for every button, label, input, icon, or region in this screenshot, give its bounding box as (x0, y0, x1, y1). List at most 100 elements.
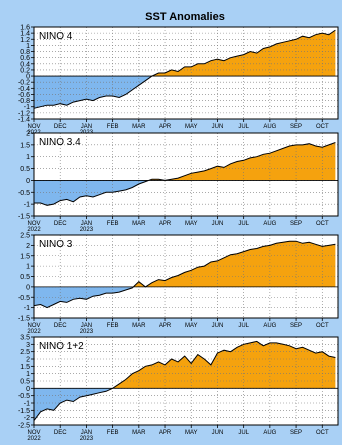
x-tick-label: FEB (107, 430, 119, 436)
negative-anomaly-area (34, 286, 336, 308)
positive-anomaly-area (148, 142, 336, 181)
x-tick-label: FEB (107, 124, 119, 130)
x-tick-year-label: 2022 (27, 436, 41, 442)
anomaly-line (33, 240, 336, 309)
x-tick-label: DEC (54, 323, 67, 329)
anomaly-line (34, 142, 336, 206)
y-tick-label: -1.5 (18, 316, 30, 323)
x-tick-label: JAN (81, 221, 92, 227)
x-tick-label: JUL (238, 124, 249, 130)
x-tick-label: SEP (290, 124, 302, 130)
negative-anomaly-area (34, 388, 113, 421)
x-tick-label: AUG (263, 323, 276, 329)
x-tick-label: JUN (212, 323, 224, 329)
x-tick-label: APR (159, 430, 172, 436)
x-tick-label: SEP (290, 323, 302, 329)
x-tick-label: NOV (27, 430, 40, 436)
y-tick-label: 0.4 (20, 61, 30, 68)
y-tick-label: 0 (26, 386, 30, 393)
negative-anomaly-area (34, 76, 336, 109)
x-tick-label: JUL (238, 430, 249, 436)
y-tick-label: -2.5 (18, 423, 30, 430)
x-tick-year-label: 2022 (27, 329, 41, 335)
y-tick-label: -0.4 (18, 86, 30, 93)
x-tick-label: FEB (107, 221, 119, 227)
y-tick-label: -0.5 (18, 393, 30, 400)
x-tick-label: MAY (185, 221, 198, 227)
y-tick-label: -0.2 (18, 80, 30, 87)
x-tick-year-label: 2022 (27, 227, 41, 233)
plot-frame (33, 132, 339, 217)
x-tick-label: JUL (238, 323, 249, 329)
y-tick-label: 2.5 (20, 349, 30, 356)
y-tick-label: -0.5 (18, 190, 30, 197)
x-tick-label: JAN (81, 124, 92, 130)
x-tick-label: SEP (290, 430, 302, 436)
x-tick-label: OCT (316, 221, 329, 227)
x-tick-label: NOV (27, 323, 40, 329)
y-tick-label: 0 (26, 284, 30, 291)
panel-label: NINO 1+2 (39, 341, 84, 352)
x-tick-label: MAY (185, 323, 198, 329)
y-tick-label: 1 (26, 154, 30, 161)
x-tick-label: SEP (290, 221, 302, 227)
x-tick-label: APR (159, 124, 172, 130)
x-tick-label: AUG (263, 430, 276, 436)
y-tick-label: 0 (26, 178, 30, 185)
y-tick-label: 1 (26, 43, 30, 50)
y-tick-label: -1.5 (18, 408, 30, 415)
x-tick-label: DEC (54, 124, 67, 130)
x-tick-label: OCT (316, 430, 329, 436)
x-tick-year-label: 2023 (80, 329, 94, 335)
x-tick-label: MAY (185, 430, 198, 436)
y-tick-label: -1 (24, 305, 30, 312)
y-tick-label: -1.5 (18, 214, 30, 221)
x-tick-label: JAN (81, 323, 92, 329)
y-tick-label: 0.8 (20, 49, 30, 56)
y-tick-label: -0.5 (18, 295, 30, 302)
y-tick-label: -1 (24, 401, 30, 408)
x-tick-label: MAY (185, 124, 198, 130)
positive-anomaly-area (151, 30, 336, 77)
panel-label: NINO 3 (39, 239, 73, 250)
panel-label: NINO 3.4 (39, 137, 81, 148)
x-tick-label: JAN (81, 430, 92, 436)
x-tick-label: JUN (212, 430, 224, 436)
negative-anomaly-area (34, 180, 336, 206)
y-tick-label: 0.6 (20, 55, 30, 62)
panels: -1.4-1.2-1-0.8-0.6-0.4-0.200.20.40.60.81… (18, 25, 339, 442)
y-tick-label: 0.2 (20, 67, 30, 74)
plot-frame (33, 26, 339, 120)
y-tick-label: 1 (26, 264, 30, 271)
panel-label: NINO 4 (39, 31, 73, 42)
x-tick-label: DEC (54, 430, 67, 436)
anomaly-line (33, 340, 336, 421)
x-tick-label: MAR (132, 221, 146, 227)
x-tick-label: JUN (212, 124, 224, 130)
x-tick-year-label: 2023 (80, 436, 94, 442)
x-tick-label: APR (159, 323, 172, 329)
x-tick-label: MAR (132, 323, 146, 329)
figure-title: SST Anomalies (145, 11, 225, 23)
anomaly-line (33, 29, 336, 109)
y-tick-label: -2 (24, 415, 30, 422)
y-tick-label: 1.2 (20, 37, 30, 44)
x-tick-label: MAR (132, 430, 146, 436)
y-tick-label: 2 (26, 243, 30, 250)
y-tick-label: -1.2 (18, 110, 30, 117)
y-tick-label: 1.6 (20, 25, 30, 32)
y-tick-label: 0.5 (20, 274, 30, 281)
positive-anomaly-area (34, 241, 336, 287)
y-tick-label: 0 (26, 74, 30, 81)
y-tick-label: -1.4 (18, 117, 30, 124)
y-tick-label: -1 (24, 104, 30, 111)
y-tick-label: 1.5 (20, 142, 30, 149)
x-tick-label: DEC (54, 221, 67, 227)
y-tick-label: -1 (24, 202, 30, 209)
x-tick-label: NOV (27, 124, 40, 130)
x-tick-label: OCT (316, 124, 329, 130)
y-tick-label: 2 (26, 131, 30, 138)
